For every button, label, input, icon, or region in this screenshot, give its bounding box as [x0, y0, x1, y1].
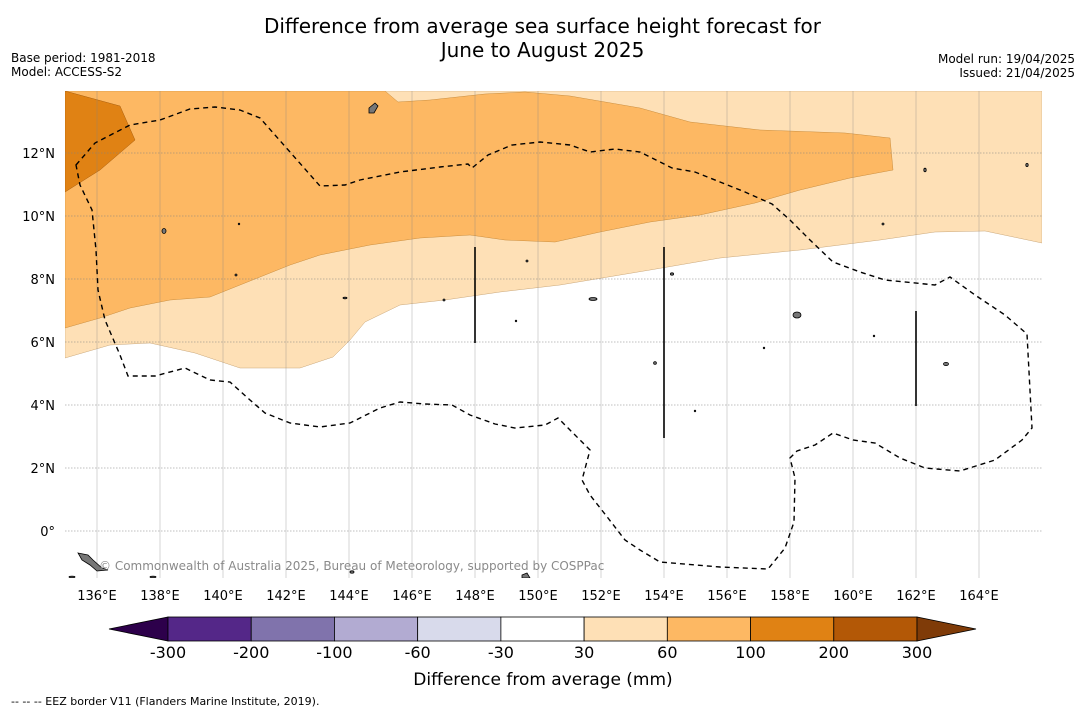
island-kosrae: [943, 361, 949, 366]
island-atoll-k: [514, 319, 518, 323]
colorbar-tick-label: -100: [316, 643, 352, 662]
map-title: Difference from average sea surface heig…: [0, 14, 1085, 62]
lon-label: 160°E: [833, 589, 873, 604]
colorbar-segment: [334, 616, 419, 642]
lat-label: 0°: [40, 525, 55, 540]
colorbar-tick-label: 300: [902, 643, 933, 662]
island-palau: [77, 552, 109, 572]
colorbar-tick-label: 60: [657, 643, 677, 662]
colorbar-segment: [417, 616, 502, 642]
lon-label: 144°E: [329, 589, 369, 604]
island-atoll-g: [234, 273, 238, 277]
colorbar-title: Difference from average (mm): [413, 670, 672, 690]
colorbar-tick-label: -300: [150, 643, 186, 662]
lon-label: 156°E: [707, 589, 747, 604]
island-atoll-q: [68, 575, 76, 578]
copyright-notice: © Commonwealth of Australia 2025, Bureau…: [99, 559, 604, 573]
lat-label: 2°N: [31, 462, 56, 477]
colorbar-segment: [833, 616, 918, 642]
model-info: Base period: 1981-2018 Model: ACCESS-S2: [11, 51, 156, 79]
colorbar-segment: [250, 616, 335, 642]
lon-label: 152°E: [581, 589, 621, 604]
colorbar: -300 -200 -100 -60 -30 30 60 100 200 300 Differen…: [108, 616, 977, 690]
parallels: [65, 152, 1042, 532]
boundary-lines: [474, 247, 917, 438]
lon-label: 138°E: [140, 589, 180, 604]
lon-label: 136°E: [77, 589, 117, 604]
lon-label: 142°E: [266, 589, 306, 604]
island-atoll-c: [923, 167, 927, 173]
lat-label: 8°N: [31, 273, 56, 288]
title-line-2: June to August 2025: [440, 38, 645, 62]
island-atoll-n: [762, 346, 766, 350]
model-name: Model: ACCESS-S2: [11, 65, 123, 79]
anomaly-band-100-200: [65, 91, 136, 193]
colorbar-tick-label: -200: [233, 643, 269, 662]
lon-label: 164°E: [959, 589, 999, 604]
eez-border: [75, 106, 1033, 570]
longitude-labels: 136°E 138°E 140°E 142°E 144°E 146°E 148°…: [77, 589, 999, 604]
colorbar-tick-label: 100: [735, 643, 766, 662]
island-chuuk: [588, 297, 598, 301]
colorbar-segments: [167, 616, 918, 642]
colorbar-tick-label: -30: [488, 643, 514, 662]
island-atoll-l: [693, 409, 697, 413]
island-atoll-i: [442, 298, 446, 302]
island-atoll-d: [1025, 162, 1029, 167]
model-run: Model run: 19/04/2025: [937, 52, 1075, 66]
island-atoll-m: [872, 334, 876, 338]
colorbar-segment: [500, 616, 585, 642]
colorbar-segment: [167, 616, 252, 642]
anomaly-band-60-100: [65, 91, 894, 329]
title-line-1: Difference from average sea surface heig…: [263, 14, 822, 38]
islands: [68, 102, 1029, 578]
lon-label: 140°E: [203, 589, 243, 604]
lon-label: 146°E: [392, 589, 432, 604]
island-atoll-p: [149, 575, 157, 578]
island-wake: [368, 102, 379, 114]
island-atoll-e: [881, 222, 885, 226]
island-atoll-j: [342, 296, 348, 300]
lon-label: 154°E: [644, 589, 684, 604]
colorbar-tick-label: 30: [574, 643, 594, 662]
colorbar-tick-label: -60: [405, 643, 431, 662]
lat-label: 10°N: [22, 210, 55, 225]
lat-label: 4°N: [31, 399, 56, 414]
map-field: © Commonwealth of Australia 2025, Bureau…: [65, 91, 1042, 578]
lon-label: 158°E: [770, 589, 810, 604]
island-pohnpei: [792, 311, 802, 319]
issued-date: Issued: 21/04/2025: [959, 66, 1075, 80]
lon-label: 162°E: [896, 589, 936, 604]
lat-label: 6°N: [31, 336, 56, 351]
lon-label: 150°E: [518, 589, 558, 604]
island-yap: [161, 228, 167, 234]
colorbar-segment: [750, 616, 835, 642]
colorbar-tick-label: 200: [819, 643, 850, 662]
island-atoll-h: [525, 259, 529, 263]
colorbar-extend-high: [916, 616, 977, 642]
island-atoll-f: [349, 570, 355, 574]
colorbar-ticks: -300 -200 -100 -60 -30 30 60 100 200 300: [150, 643, 932, 662]
base-period: Base period: 1981-2018: [11, 51, 156, 65]
island-small-south: [521, 572, 531, 578]
colorbar-extend-low: [108, 616, 169, 642]
run-info: Model run: 19/04/2025 Issued: 21/04/2025: [938, 52, 1075, 80]
colorbar-segment: [666, 616, 751, 642]
island-atoll-o: [237, 222, 241, 226]
eez-legend-footnote: -- -- -- EEZ border V11 (Flanders Marine…: [11, 695, 320, 708]
lat-label: 12°N: [22, 147, 55, 162]
lon-label: 148°E: [455, 589, 495, 604]
island-atoll-a: [670, 272, 675, 276]
latitude-labels: 12°N 10°N 8°N 6°N 4°N 2°N 0°: [22, 147, 55, 540]
island-atoll-b: [653, 361, 657, 365]
colorbar-segment: [583, 616, 668, 642]
